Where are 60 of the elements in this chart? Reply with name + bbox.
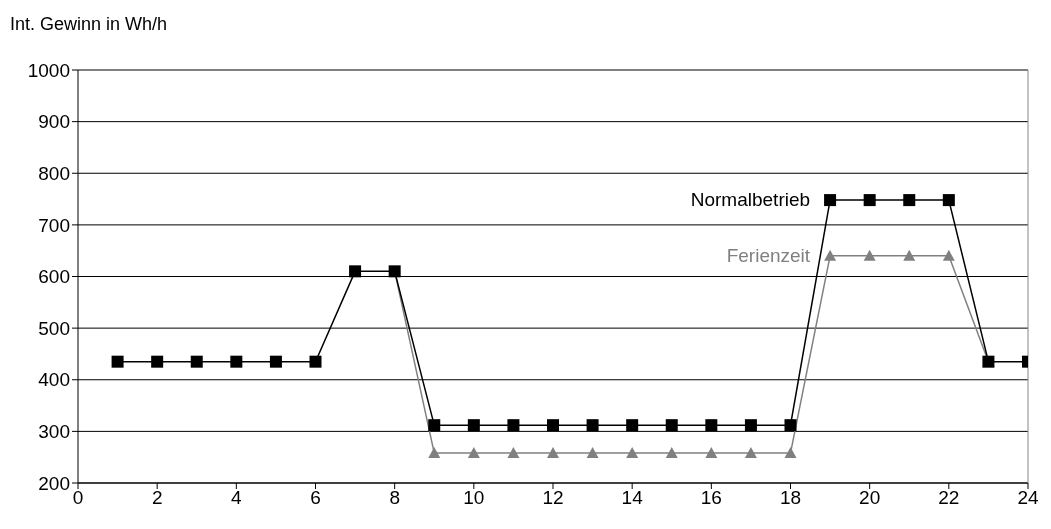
y-tick-label: 300 — [38, 421, 70, 443]
point — [942, 194, 955, 207]
series-label: Ferienzeit — [726, 244, 811, 266]
point — [507, 447, 520, 459]
point — [230, 355, 243, 368]
point — [665, 447, 678, 459]
point — [467, 447, 480, 459]
point — [428, 447, 441, 459]
y-tick-label: 900 — [38, 111, 70, 133]
point — [547, 419, 559, 432]
point — [626, 419, 639, 432]
x-tick-label: 12 — [542, 487, 564, 509]
y-tick-label: 700 — [38, 214, 70, 236]
y-tick-label: 800 — [38, 162, 70, 184]
x-tick-label: 0 — [72, 487, 84, 509]
x-tick-label: 24 — [1017, 487, 1039, 509]
y-tick-label: 400 — [38, 369, 70, 391]
point — [863, 194, 876, 207]
point — [824, 194, 837, 207]
point — [547, 447, 559, 459]
point — [863, 249, 876, 261]
point — [705, 447, 718, 459]
x-tick-label: 16 — [700, 487, 722, 509]
point — [507, 419, 520, 432]
point — [586, 447, 599, 459]
x-tick-label: 14 — [621, 487, 644, 509]
x-tick-label: 2 — [151, 487, 163, 509]
x-tick-label: 6 — [310, 487, 321, 509]
point — [784, 447, 797, 459]
y-tick-label: 500 — [38, 317, 70, 339]
point — [903, 194, 916, 207]
point — [744, 419, 757, 432]
point — [903, 249, 916, 261]
x-tick-label: 18 — [779, 487, 802, 509]
point — [942, 249, 955, 261]
point — [428, 419, 441, 432]
point — [349, 265, 362, 278]
point — [269, 355, 282, 368]
y-tick-label: 600 — [38, 266, 70, 288]
x-tick-label: 8 — [389, 487, 400, 509]
point — [824, 249, 837, 261]
point — [744, 447, 757, 459]
point — [705, 419, 718, 432]
point — [665, 419, 678, 432]
point — [467, 419, 480, 432]
x-tick-label: 4 — [231, 487, 243, 509]
point — [111, 355, 124, 368]
point — [190, 355, 203, 368]
point — [626, 447, 639, 459]
y-axis-title: Int. Gewinn in Wh/h — [10, 14, 168, 35]
y-tick-label: 200 — [38, 472, 70, 494]
series-label: Normalbetrieb — [690, 189, 811, 211]
point — [784, 419, 797, 432]
point — [309, 355, 322, 368]
x-tick-label: 10 — [463, 487, 485, 509]
x-tick-label: 20 — [859, 487, 881, 509]
point — [151, 355, 164, 368]
point — [586, 419, 599, 432]
y-tick-label: 1000 — [27, 59, 70, 81]
x-tick-label: 22 — [938, 487, 960, 509]
